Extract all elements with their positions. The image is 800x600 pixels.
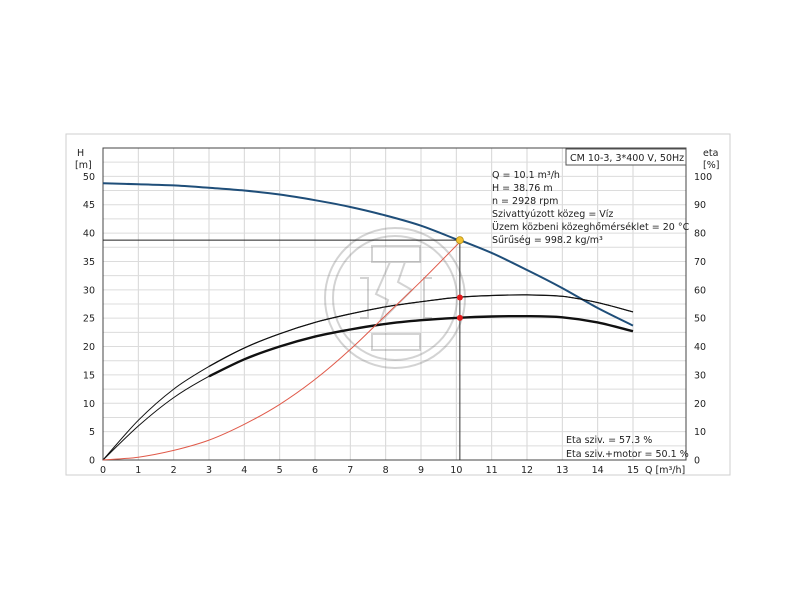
- efficiency-working-range: [208, 314, 634, 378]
- y-left-tick-label: 25: [83, 314, 95, 325]
- info-n: n = 2928 rpm: [492, 196, 558, 207]
- operating-point-lines: [103, 239, 461, 460]
- y-left-tick-label: 20: [83, 342, 95, 353]
- x-tick-label: 6: [312, 465, 318, 476]
- curves: [102, 182, 634, 461]
- eta-motor-text: Eta sziv.+motor = 50.1 %: [566, 449, 689, 460]
- x-tick-label: 12: [521, 465, 533, 476]
- efficiency-motor-working-range: [208, 294, 634, 367]
- y-right-tick-label: 40: [694, 342, 706, 353]
- x-tick-label: 9: [418, 465, 424, 476]
- y-right-tick-label: 60: [694, 285, 706, 296]
- x-tick-label: 13: [556, 465, 568, 476]
- y-right-tick-label: 70: [694, 257, 706, 268]
- plot-area-border: [102, 147, 687, 461]
- x-tick-label: 1: [135, 465, 141, 476]
- y-left-tick-label: 50: [83, 172, 95, 183]
- y-right-tick-label: 20: [694, 399, 706, 410]
- y-right-tick-label: 30: [694, 370, 706, 381]
- y-right-tick-label: 80: [694, 229, 706, 240]
- y-left-label-1: H: [77, 148, 84, 159]
- y-right-tick-label: 50: [694, 314, 706, 325]
- y-left-tick-label: 5: [89, 427, 95, 438]
- y-left-tick-label: 10: [83, 399, 95, 410]
- y-right-label-2: [%]: [703, 160, 719, 171]
- x-tick-label: 7: [347, 465, 353, 476]
- y-right-tick-label: 10: [694, 427, 706, 438]
- title-box: [565, 148, 687, 166]
- y-left-tick-label: 35: [83, 257, 95, 268]
- y-left-label-2: [m]: [75, 160, 92, 171]
- x-tick-label: 0: [100, 465, 106, 476]
- y-left-tick-label: 30: [83, 285, 95, 296]
- x-tick-label: 5: [277, 465, 283, 476]
- power-curve: [102, 241, 461, 461]
- x-tick-label: 11: [486, 465, 498, 476]
- eta-pump-marker: [456, 294, 463, 301]
- info-density: Sűrűség = 998.2 kg/m³: [492, 235, 603, 246]
- y-left-tick-label: 40: [83, 229, 95, 240]
- x-tick-label: 8: [383, 465, 389, 476]
- x-tick-label: 14: [592, 465, 604, 476]
- y-left-tick-label: 0: [89, 456, 95, 467]
- operating-points: [455, 236, 464, 321]
- x-tick-label: 15: [627, 465, 639, 476]
- x-axis-label: Q [m³/h]: [645, 465, 685, 476]
- chart-title: CM 10-3, 3*400 V, 50Hz: [570, 153, 684, 164]
- y-left-tick-label: 45: [83, 200, 95, 211]
- x-tick-label: 4: [241, 465, 247, 476]
- x-tick-label: 2: [171, 465, 177, 476]
- x-tick-label: 3: [206, 465, 212, 476]
- info-q: Q = 10.1 m³/h: [492, 170, 560, 181]
- operating-point-marker: [455, 236, 464, 245]
- info-medium: Szivattyúzott közeg = Víz: [492, 209, 613, 220]
- y-right-tick-label: 90: [694, 200, 706, 211]
- eta-motor-marker: [456, 314, 463, 321]
- eta-pump-text: Eta sziv. = 57.3 %: [566, 435, 652, 446]
- x-tick-label: 10: [450, 465, 462, 476]
- head-curve: [102, 182, 634, 327]
- y-right-tick-label: 0: [694, 456, 700, 467]
- y-left-tick-label: 15: [83, 370, 95, 381]
- tick-labels: 0 1 2 3 4 5 6 7 8 9 10 11 12 13 14 15051015202530354045…: [83, 172, 712, 476]
- info-temperature: Üzem közbeni közeghőmérséklet = 20 °C: [492, 222, 690, 233]
- info-h: H = 38.76 m: [492, 183, 553, 194]
- y-right-tick-label: 100: [694, 172, 712, 183]
- y-right-label-1: eta: [703, 148, 718, 159]
